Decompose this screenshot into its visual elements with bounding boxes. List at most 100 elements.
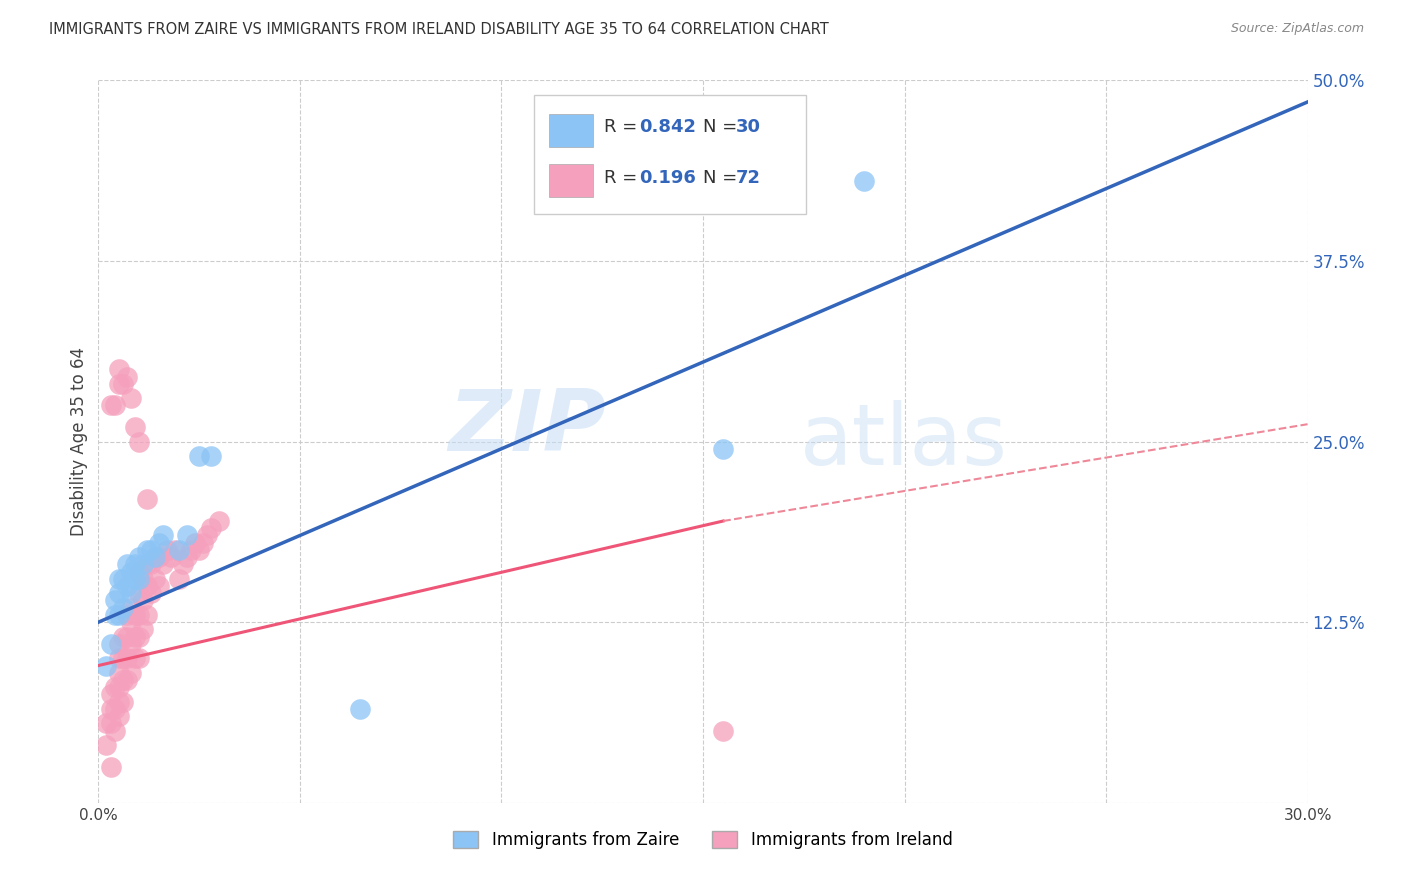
Point [103, 723, 125, 738]
Point [135, 579, 157, 593]
Point [107, 709, 129, 723]
Point [184, 535, 207, 549]
Point [349, 702, 371, 716]
Text: R =: R = [603, 119, 643, 136]
Point [115, 630, 138, 644]
Point [128, 586, 150, 600]
Text: 0.842: 0.842 [638, 119, 696, 136]
Point [139, 558, 162, 572]
Point [200, 449, 222, 463]
Point [124, 572, 146, 586]
Point [128, 607, 150, 622]
Text: 72: 72 [735, 169, 761, 186]
Text: N =: N = [703, 169, 742, 186]
Point [132, 572, 155, 586]
Point [711, 442, 734, 456]
Point [120, 391, 142, 405]
Point [132, 558, 155, 572]
Point [96, 738, 118, 752]
Point [152, 528, 174, 542]
Point [124, 420, 146, 434]
Point [180, 542, 202, 557]
Point [107, 607, 129, 622]
Point [135, 542, 157, 557]
Point [711, 723, 734, 738]
Point [120, 565, 142, 579]
Point [107, 651, 129, 665]
Point [111, 673, 134, 687]
Point [111, 630, 134, 644]
Point [111, 600, 134, 615]
Point [172, 558, 194, 572]
Point [120, 665, 142, 680]
Text: Source: ZipAtlas.com: Source: ZipAtlas.com [1230, 22, 1364, 36]
Point [200, 521, 222, 535]
Point [107, 665, 129, 680]
Text: 0.196: 0.196 [638, 169, 696, 186]
Point [195, 528, 218, 542]
Point [100, 637, 122, 651]
Point [111, 695, 134, 709]
Point [128, 651, 150, 665]
Point [115, 651, 138, 665]
Point [100, 687, 122, 701]
Legend: Immigrants from Zaire, Immigrants from Ireland: Immigrants from Zaire, Immigrants from I… [447, 824, 959, 856]
Point [111, 651, 134, 665]
Text: N =: N = [703, 119, 742, 136]
Point [176, 550, 198, 565]
Point [107, 586, 129, 600]
Point [132, 593, 155, 607]
Point [148, 579, 170, 593]
Point [103, 593, 125, 607]
Point [100, 398, 122, 412]
Point [135, 558, 157, 572]
Point [103, 680, 125, 694]
Point [120, 637, 142, 651]
Point [100, 760, 122, 774]
Point [128, 550, 150, 565]
Point [115, 673, 138, 687]
Y-axis label: Disability Age 35 to 64: Disability Age 35 to 64 [70, 347, 89, 536]
Point [107, 572, 129, 586]
Point [124, 630, 146, 644]
Point [100, 702, 122, 716]
Point [124, 558, 146, 572]
Point [128, 434, 150, 449]
Point [167, 572, 190, 586]
Text: ZIP: ZIP [449, 385, 606, 468]
Point [208, 514, 231, 528]
Text: 30: 30 [735, 119, 761, 136]
Point [120, 615, 142, 630]
Point [160, 550, 183, 565]
Point [124, 607, 146, 622]
Point [103, 702, 125, 716]
Point [107, 362, 129, 376]
Point [111, 572, 134, 586]
Point [96, 716, 118, 731]
Point [853, 174, 876, 188]
Point [152, 558, 174, 572]
Point [107, 695, 129, 709]
Point [139, 586, 162, 600]
Point [167, 542, 190, 557]
Point [132, 623, 155, 637]
Point [124, 651, 146, 665]
Point [111, 376, 134, 391]
Point [115, 369, 138, 384]
Point [156, 542, 179, 557]
Point [115, 579, 138, 593]
Point [115, 558, 138, 572]
Point [135, 607, 157, 622]
Point [107, 376, 129, 391]
Point [193, 535, 215, 549]
Point [100, 716, 122, 731]
Point [120, 600, 142, 615]
Point [128, 565, 150, 579]
Point [163, 542, 186, 557]
Point [143, 550, 166, 565]
Point [139, 542, 162, 557]
Point [128, 572, 150, 586]
Point [143, 572, 166, 586]
FancyBboxPatch shape [534, 95, 806, 214]
Point [148, 550, 170, 565]
